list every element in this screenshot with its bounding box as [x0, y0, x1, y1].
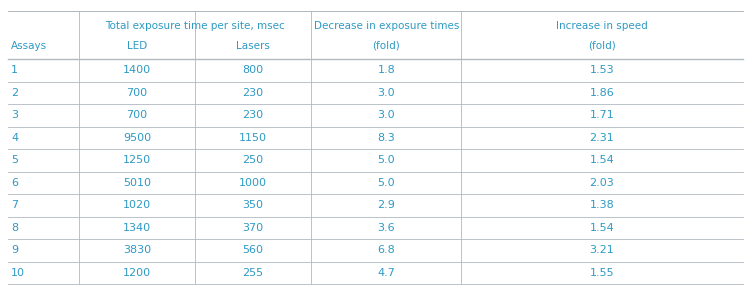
Text: 1.54: 1.54: [590, 223, 614, 233]
Text: 230: 230: [242, 88, 264, 98]
Text: 2.31: 2.31: [590, 133, 614, 143]
Text: 1400: 1400: [123, 65, 151, 75]
Text: 1150: 1150: [239, 133, 267, 143]
Text: 560: 560: [243, 245, 264, 255]
Text: 2.03: 2.03: [590, 178, 614, 188]
Text: Decrease in exposure times: Decrease in exposure times: [314, 21, 459, 31]
Text: 2.9: 2.9: [377, 200, 395, 210]
Text: LED: LED: [127, 41, 147, 51]
Text: Increase in speed: Increase in speed: [556, 21, 648, 31]
Text: (fold): (fold): [372, 41, 400, 51]
Text: 1.53: 1.53: [590, 65, 614, 75]
Text: 3: 3: [11, 110, 18, 121]
Text: 1.55: 1.55: [590, 268, 614, 278]
Text: 9500: 9500: [123, 133, 151, 143]
Text: 1.71: 1.71: [590, 110, 614, 121]
Text: 350: 350: [243, 200, 264, 210]
Text: 700: 700: [126, 88, 148, 98]
Text: 1340: 1340: [123, 223, 151, 233]
Text: 1: 1: [11, 65, 18, 75]
Text: 800: 800: [242, 65, 264, 75]
Text: 3.0: 3.0: [377, 88, 395, 98]
Text: 2: 2: [11, 88, 18, 98]
Text: 5.0: 5.0: [377, 156, 395, 165]
Text: 1000: 1000: [239, 178, 267, 188]
Text: 5010: 5010: [123, 178, 151, 188]
Text: (fold): (fold): [588, 41, 616, 51]
Text: Assays: Assays: [11, 41, 47, 51]
Text: 700: 700: [126, 110, 148, 121]
Text: 5.0: 5.0: [377, 178, 395, 188]
Text: 1.38: 1.38: [590, 200, 614, 210]
Text: 250: 250: [242, 156, 264, 165]
Text: 4: 4: [11, 133, 18, 143]
Text: 3.21: 3.21: [590, 245, 614, 255]
Text: 3.6: 3.6: [377, 223, 395, 233]
Text: 370: 370: [242, 223, 264, 233]
Text: 1.86: 1.86: [590, 88, 614, 98]
Text: 7: 7: [11, 200, 18, 210]
Text: Lasers: Lasers: [236, 41, 270, 51]
Text: 4.7: 4.7: [377, 268, 395, 278]
Text: 3.0: 3.0: [377, 110, 395, 121]
Text: 1020: 1020: [123, 200, 151, 210]
Text: 1.54: 1.54: [590, 156, 614, 165]
Text: 1250: 1250: [123, 156, 151, 165]
Text: 5: 5: [11, 156, 18, 165]
Text: 1200: 1200: [123, 268, 151, 278]
Text: 230: 230: [242, 110, 264, 121]
Text: Total exposure time per site, msec: Total exposure time per site, msec: [105, 21, 285, 31]
Text: 1.8: 1.8: [377, 65, 395, 75]
Text: 8.3: 8.3: [377, 133, 395, 143]
Text: 255: 255: [242, 268, 264, 278]
Text: 9: 9: [11, 245, 18, 255]
Text: 8: 8: [11, 223, 18, 233]
Text: 6: 6: [11, 178, 18, 188]
Text: 6.8: 6.8: [377, 245, 395, 255]
Text: 3830: 3830: [123, 245, 151, 255]
Text: 10: 10: [11, 268, 26, 278]
